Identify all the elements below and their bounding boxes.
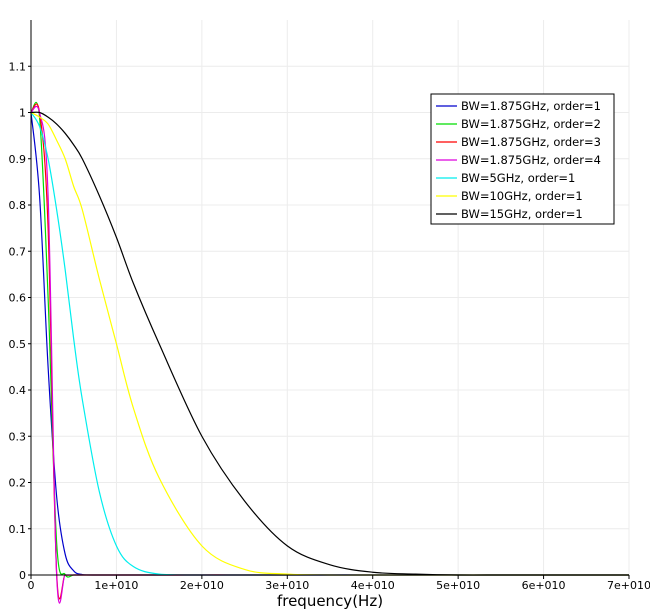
y-tick-label: 0.1 [9, 523, 27, 536]
legend-entry-label: BW=5GHz, order=1 [461, 171, 575, 185]
legend-entry-label: BW=1.875GHz, order=3 [461, 135, 601, 149]
y-tick-label: 0.2 [9, 477, 27, 490]
y-tick-label: 1 [19, 107, 26, 120]
legend-box [430, 93, 615, 225]
ticks: 0 1e+010 2e+010 3e+010 4e+010 5e+010 6e+010 7e+… [9, 60, 650, 592]
legend: BW=1.875GHz, order=1 BW=1.875GHz, order=2… [430, 93, 615, 225]
y-tick-label: 1.1 [9, 60, 27, 73]
legend-entry-label: BW=10GHz, order=1 [461, 189, 583, 203]
x-tick-label: 1e+010 [94, 579, 138, 592]
y-tick-label: 0 [19, 569, 26, 582]
legend-entry-label: BW=1.875GHz, order=2 [461, 117, 601, 131]
legend-entry-label: BW=1.875GHz, order=1 [461, 99, 601, 113]
y-tick-label: 0.3 [9, 430, 27, 443]
x-tick-label: 4e+010 [351, 579, 395, 592]
legend-entry-label: BW=15GHz, order=1 [461, 207, 583, 221]
y-tick-label: 0.6 [9, 292, 27, 305]
legend-entry-label: BW=1.875GHz, order=4 [461, 153, 601, 167]
x-axis-title: frequency(Hz) [277, 592, 383, 610]
x-tick-label: 2e+010 [180, 579, 224, 592]
y-tick-label: 0.4 [9, 384, 27, 397]
y-tick-label: 0.9 [9, 153, 27, 166]
x-tick-label: 0 [28, 579, 35, 592]
x-tick-label: 7e+010 [607, 579, 650, 592]
y-tick-label: 0.7 [9, 245, 27, 258]
x-tick-label: 3e+010 [265, 579, 309, 592]
y-tick-label: 0.8 [9, 199, 27, 212]
x-tick-label: 6e+010 [522, 579, 566, 592]
y-tick-label: 0.5 [9, 338, 27, 351]
x-tick-label: 5e+010 [436, 579, 480, 592]
